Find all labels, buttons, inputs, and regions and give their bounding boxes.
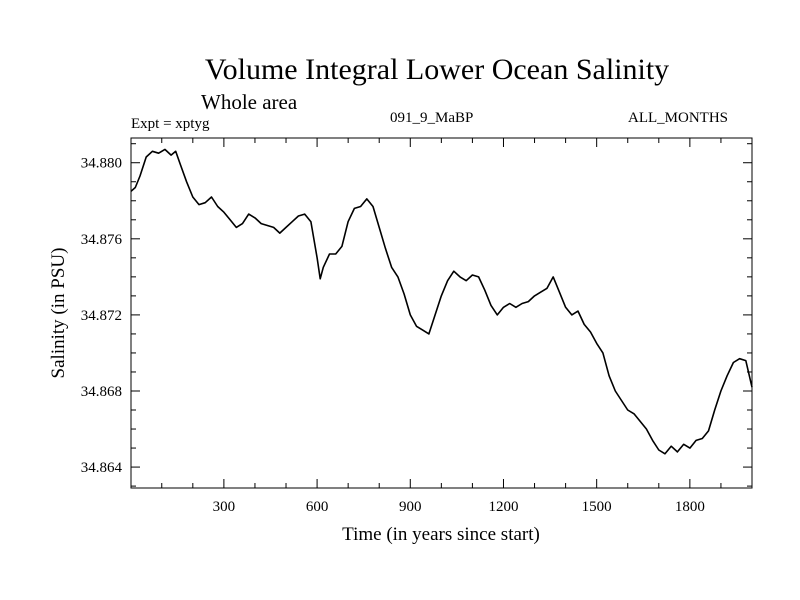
plot-frame <box>131 138 752 488</box>
x-tick-label: 1500 <box>582 499 612 515</box>
y-tick-label: 34.880 <box>81 156 122 172</box>
x-axis: 300 600 900 1200 1500 1800 <box>162 138 721 515</box>
y-tick-label: 34.868 <box>81 384 122 400</box>
x-tick-label: 1200 <box>488 499 518 515</box>
x-tick-label: 900 <box>399 499 422 515</box>
series-line <box>131 149 752 453</box>
y-tick-label: 34.864 <box>81 460 123 476</box>
y-axis: 34.864 34.868 34.872 34.876 34.880 <box>81 144 752 486</box>
x-axis-label: Time (in years since start) <box>342 524 540 545</box>
x-tick-label: 300 <box>213 499 236 515</box>
x-tick-label: 600 <box>306 499 329 515</box>
y-tick-label: 34.872 <box>81 308 122 324</box>
x-tick-label: 1800 <box>675 499 705 515</box>
y-axis-label: Salinity (in PSU) <box>48 248 69 379</box>
y-tick-label: 34.876 <box>81 232 123 248</box>
chart-area: 300 600 900 1200 1500 1800 34.864 34.868 34.872… <box>0 0 800 600</box>
